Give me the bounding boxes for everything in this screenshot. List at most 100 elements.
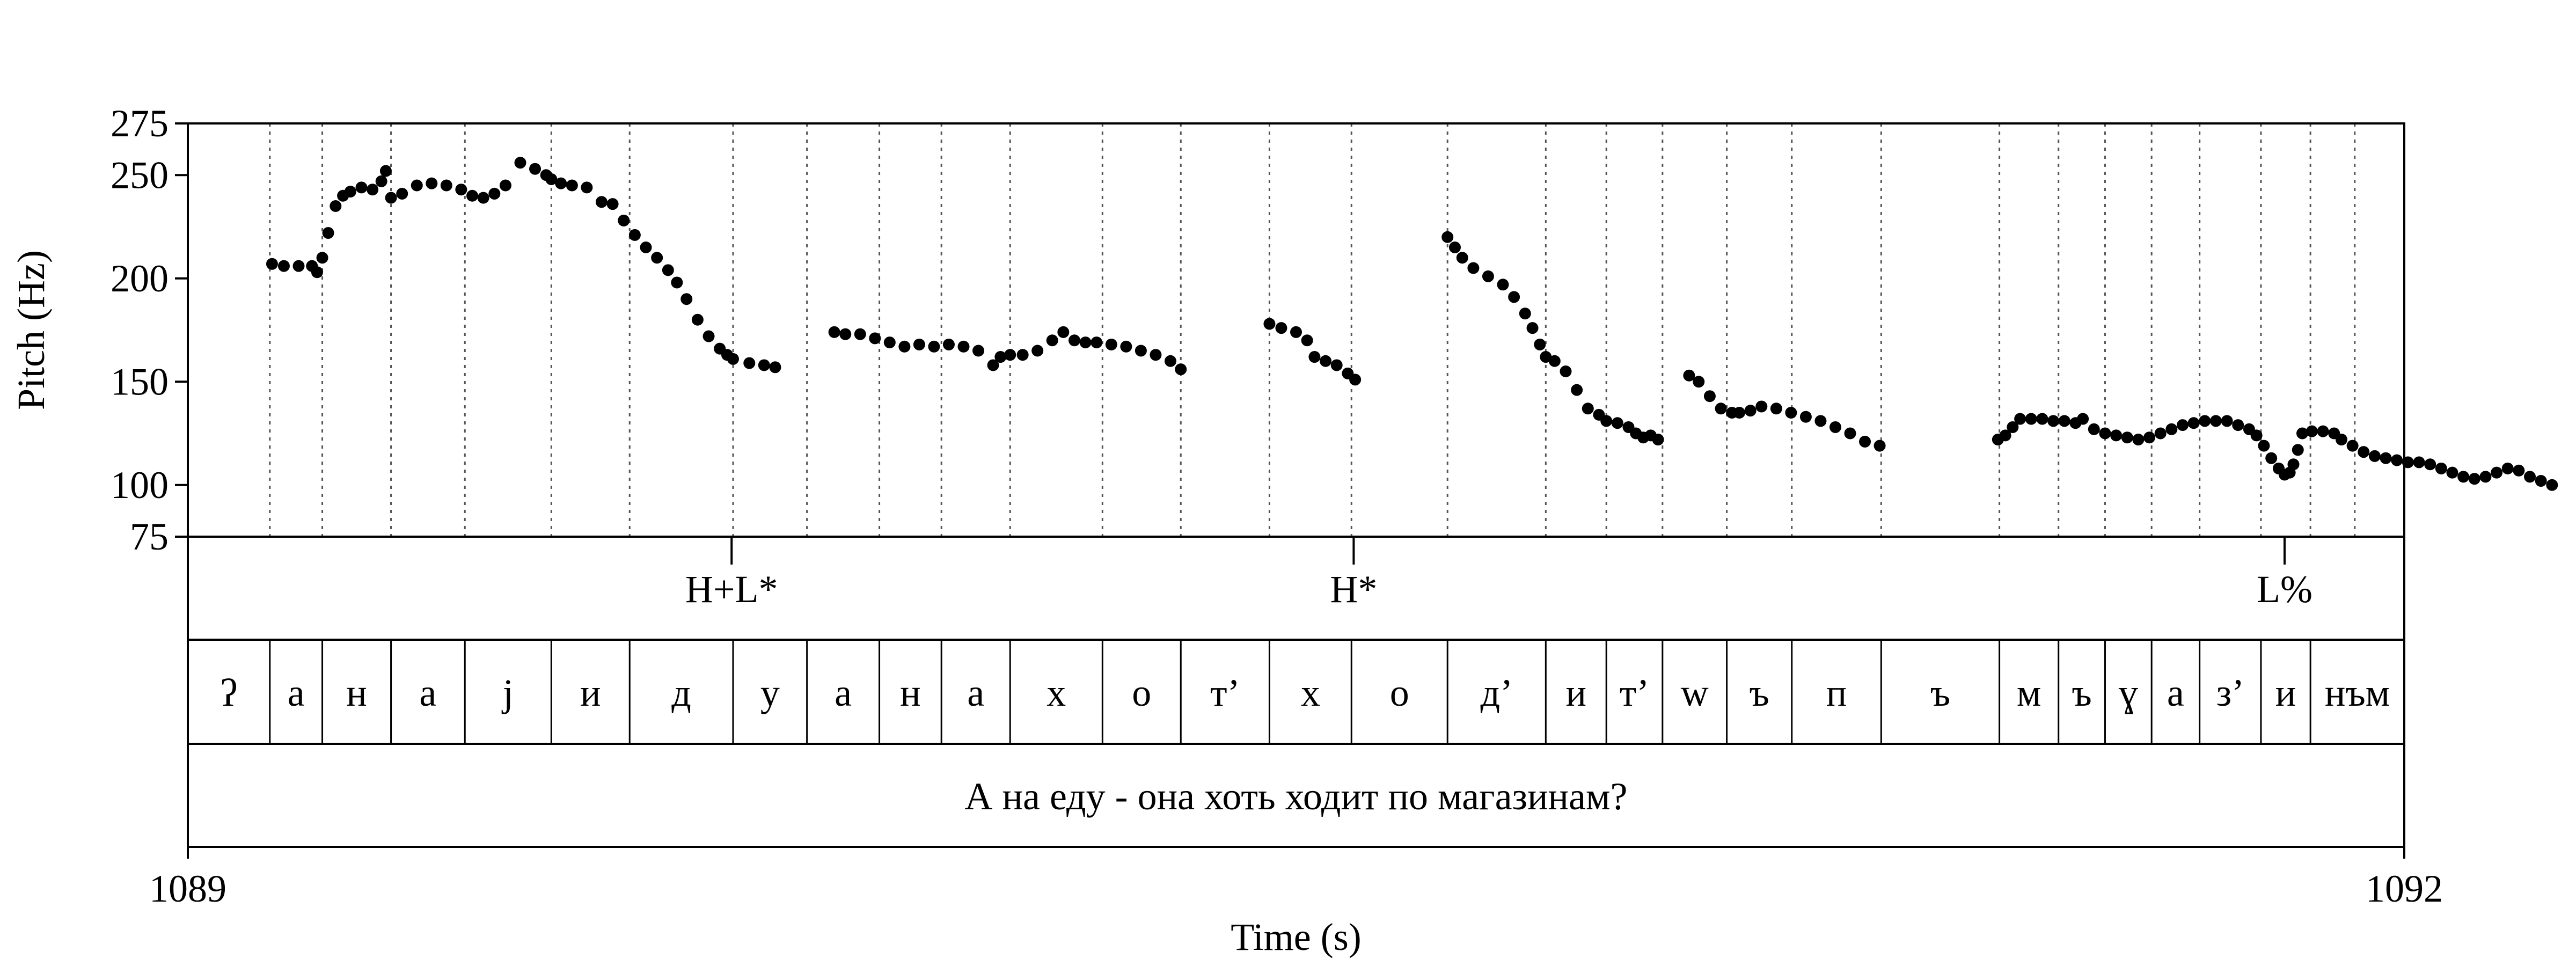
- sentence-label: А на еду - она хоть ходит по магазинам?: [964, 775, 1627, 818]
- segment-label: и: [2275, 671, 2296, 714]
- segment-label: н: [900, 671, 921, 714]
- pitch-point: [743, 357, 756, 369]
- sentence-tier: А на еду - она хоть ходит по магазинам?: [964, 775, 1627, 818]
- pitch-point: [1057, 326, 1070, 338]
- pitch-point: [2265, 452, 2278, 464]
- pitch-point: [628, 229, 641, 241]
- pitch-point: [2110, 429, 2123, 442]
- segment-label: у: [760, 671, 780, 714]
- pitch-point: [828, 326, 840, 338]
- pitch-point: [466, 189, 479, 202]
- y-tick-label: 275: [111, 102, 169, 145]
- pitch-point: [883, 336, 896, 349]
- pitch-point: [2391, 454, 2403, 466]
- segment-label: а: [967, 671, 984, 714]
- pitch-point: [2435, 462, 2447, 474]
- pitch-point: [2077, 413, 2089, 425]
- pitch-point: [1308, 351, 1321, 363]
- pitch-point: [702, 330, 715, 342]
- pitch-point: [2424, 458, 2436, 471]
- x-axis-label: Time (s): [1231, 916, 1361, 958]
- pitch-point: [2335, 434, 2347, 446]
- plot-frame: [187, 122, 2405, 848]
- pitch-point: [854, 328, 866, 340]
- tone-tier: H+L* H* L%: [685, 537, 2312, 611]
- pitch-point: [1016, 349, 1029, 361]
- pitch-point: [942, 338, 955, 350]
- pitch-point: [455, 184, 467, 196]
- segment-label: ʔ: [220, 671, 237, 714]
- pitch-point: [555, 177, 567, 189]
- segment-label: и: [1565, 671, 1586, 714]
- segment-label: а: [2167, 671, 2184, 714]
- pitch-point: [1150, 349, 1162, 361]
- pitch-point: [411, 179, 423, 192]
- pitch-point: [651, 252, 663, 264]
- pitch-point: [869, 332, 881, 345]
- pitch-point: [266, 258, 278, 270]
- pitch-point: [1703, 390, 1716, 402]
- pitch-point: [928, 340, 940, 353]
- pitch-point: [987, 359, 999, 371]
- pitch-point: [1526, 322, 1539, 334]
- segment-label: д: [671, 671, 691, 714]
- y-axis-label: Pitch (Hz): [10, 250, 53, 410]
- pitch-point: [396, 187, 408, 200]
- pitch-point: [2413, 456, 2425, 469]
- pitch-point: [2535, 475, 2547, 487]
- pitch-point: [2177, 419, 2189, 431]
- pitch-point: [2380, 452, 2392, 464]
- segment-label: j: [501, 671, 514, 714]
- pitch-point: [2524, 471, 2536, 483]
- pitch-point: [606, 198, 619, 210]
- pitch-point: [1164, 355, 1176, 367]
- pitch-point: [1275, 322, 1287, 334]
- segment-label: д’: [1480, 671, 1513, 714]
- pitch-point: [1582, 402, 1594, 415]
- segment-label: х: [1046, 671, 1066, 714]
- pitch-point: [2358, 446, 2370, 458]
- segment-label: а: [419, 671, 436, 714]
- pitch-point: [1263, 318, 1276, 330]
- pitch-point: [2457, 471, 2470, 483]
- pitch-point: [2346, 440, 2359, 452]
- pitch-point: [1105, 338, 1117, 350]
- pitch-point: [1874, 440, 1886, 452]
- axes: Pitch (Hz) Time (s) 75 100 150 200 250 275 108…: [10, 102, 2443, 958]
- segment-label: ъ: [2072, 671, 2091, 714]
- pitch-point: [2221, 415, 2233, 427]
- segment-label: т’: [1210, 671, 1240, 714]
- pitch-point: [1482, 270, 1494, 282]
- pitch-point: [2368, 450, 2381, 462]
- pitch-point: [292, 260, 305, 272]
- pitch-point: [2250, 429, 2263, 442]
- x-tick-label: 1089: [149, 867, 226, 910]
- pitch-point: [311, 266, 323, 279]
- pitch-point: [1548, 355, 1561, 367]
- pitch-point: [277, 260, 290, 272]
- pitch-point: [1611, 417, 1623, 429]
- pitch-plot-area: [266, 123, 2558, 537]
- pitch-point: [367, 184, 379, 196]
- segment-label: х: [1301, 671, 1320, 714]
- tone-label: H+L*: [685, 568, 778, 611]
- segment-label: нъм: [2325, 671, 2390, 714]
- pitch-point: [2501, 462, 2514, 474]
- pitch-point: [1330, 359, 1343, 371]
- pitch-point: [2546, 479, 2558, 491]
- y-tick-label: 250: [111, 153, 169, 196]
- pitch-point: [2491, 466, 2503, 479]
- pitch-point: [440, 179, 452, 192]
- pitch-point: [499, 179, 511, 192]
- pitch-point: [2199, 415, 2211, 427]
- segment-label: з’: [2216, 671, 2244, 714]
- pitch-point: [330, 200, 342, 212]
- pitch-point: [545, 173, 558, 185]
- pitch-point: [1814, 415, 1827, 427]
- pitch-point: [839, 328, 852, 340]
- pitch-point: [2317, 425, 2329, 437]
- pitch-point: [671, 276, 683, 289]
- segment-label: т’: [1620, 671, 1649, 714]
- segment-label: и: [580, 671, 601, 714]
